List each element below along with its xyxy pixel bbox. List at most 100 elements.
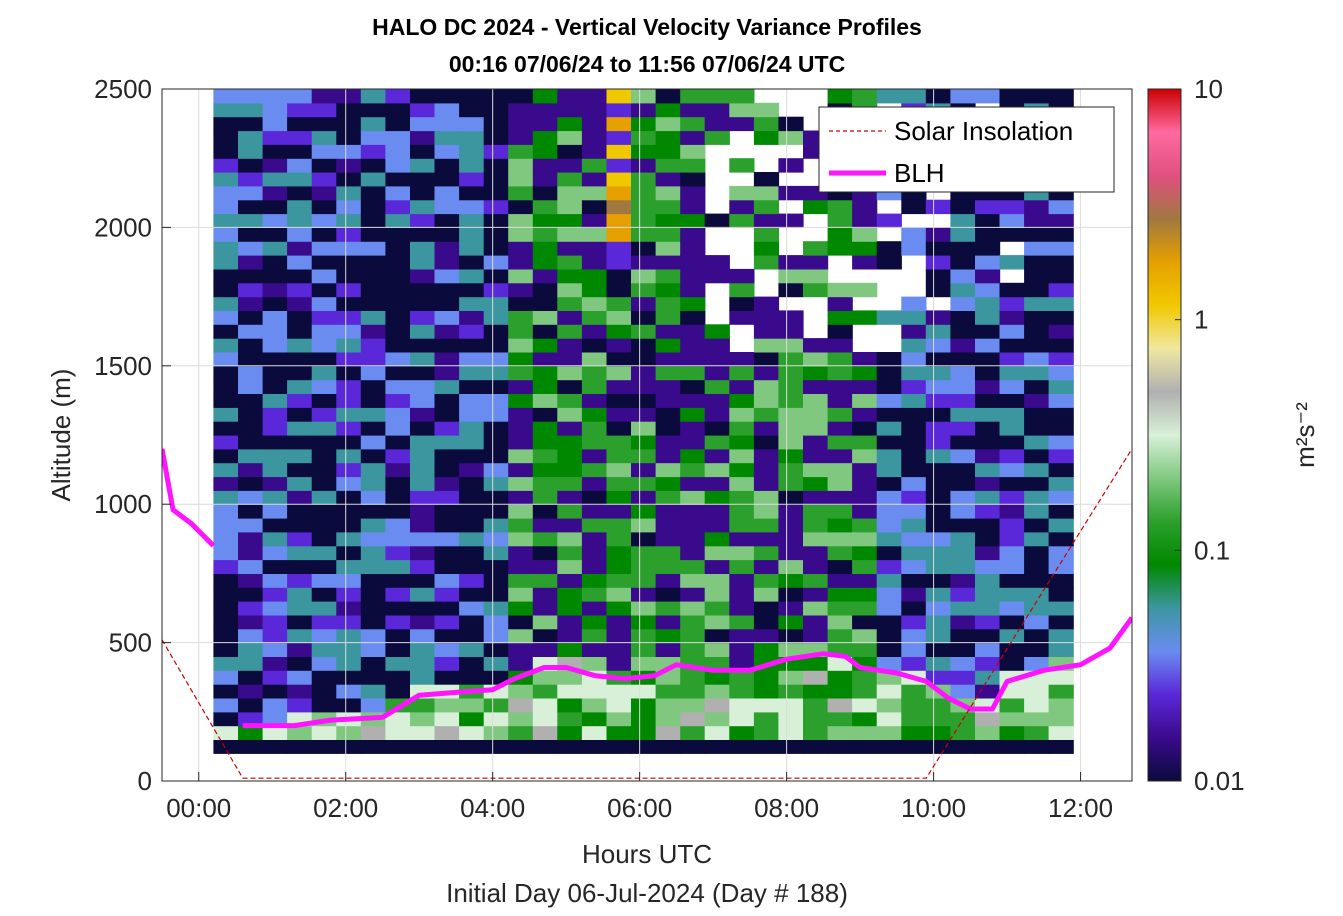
heatmap-cell [213, 365, 239, 381]
heatmap-cell [410, 698, 436, 713]
heatmap-cell [360, 725, 386, 740]
heatmap-cell [876, 213, 902, 228]
heatmap-cell [532, 116, 558, 132]
heatmap-cell [557, 213, 583, 228]
heatmap-cell [975, 352, 1001, 367]
heatmap-cell [631, 656, 657, 671]
heatmap-cell [434, 393, 460, 408]
heatmap-cell [360, 684, 386, 699]
heatmap-cell [950, 199, 976, 215]
heatmap-cell [410, 670, 436, 685]
heatmap-cell [803, 518, 829, 533]
heatmap-cell [655, 448, 681, 464]
heatmap-cell [311, 698, 337, 713]
heatmap-cell [360, 185, 386, 201]
heatmap-cell [631, 158, 657, 173]
heatmap-cell [287, 172, 313, 187]
colorbar-tick-label: 0.01 [1194, 766, 1245, 796]
heatmap-cell [213, 448, 239, 464]
heatmap-cell [606, 227, 632, 242]
heatmap-cell [1024, 296, 1050, 311]
heatmap-cell [778, 352, 804, 367]
heatmap-cell [827, 711, 853, 727]
heatmap-cell [1048, 518, 1074, 533]
heatmap-cell [778, 614, 804, 630]
heatmap-cell [434, 725, 460, 740]
heatmap-cell [238, 448, 264, 464]
heatmap-cell [1024, 656, 1050, 671]
heatmap-cell [483, 324, 509, 339]
heatmap-cell [950, 268, 976, 284]
heatmap-cell [311, 241, 337, 256]
heatmap-cell [360, 601, 386, 616]
heatmap-cell [213, 379, 239, 394]
heatmap-cell [262, 573, 288, 588]
heatmap-cell [262, 518, 288, 533]
heatmap-cell [557, 601, 583, 616]
heatmap-cell [729, 365, 755, 381]
heatmap-cell [704, 670, 730, 685]
heatmap-cell [311, 462, 337, 478]
heatmap-cell [803, 698, 829, 713]
heatmap-cell [655, 739, 681, 754]
heatmap-cell [975, 89, 1001, 104]
heatmap-cell [925, 462, 951, 478]
heatmap-cell [483, 559, 509, 574]
heatmap-cell [1048, 614, 1074, 630]
heatmap-cell [852, 601, 878, 616]
heatmap-cell [925, 628, 951, 644]
heatmap-cell [287, 116, 313, 132]
heatmap-cell [385, 573, 411, 588]
heatmap-cell [581, 711, 608, 727]
heatmap-cell [581, 504, 608, 519]
heatmap-cell [925, 365, 951, 381]
heatmap-cell [360, 352, 386, 367]
heatmap-cell [581, 614, 608, 630]
heatmap-cell [876, 545, 902, 561]
heatmap-cell [238, 130, 264, 145]
heatmap-cell [385, 268, 411, 284]
heatmap-cell [336, 518, 362, 533]
heatmap-cell [557, 185, 583, 201]
heatmap-cell [459, 296, 485, 311]
heatmap-cell [631, 587, 657, 602]
heatmap-cell [483, 545, 509, 561]
heatmap-cell [1024, 490, 1050, 505]
heatmap-cell [434, 130, 460, 145]
heatmap-cell [459, 130, 485, 145]
heatmap-cell [508, 282, 534, 298]
heatmap-cell [803, 421, 829, 436]
heatmap-cell [680, 172, 706, 187]
heatmap-cell [631, 559, 657, 574]
heatmap-cell [729, 89, 755, 104]
heatmap-cell [459, 628, 485, 644]
heatmap-cell [704, 725, 730, 740]
heatmap-cell [213, 282, 239, 298]
heatmap-cell [803, 490, 829, 505]
heatmap-cell [360, 296, 386, 311]
heatmap-cell [729, 158, 755, 173]
heatmap-cell [704, 684, 730, 699]
heatmap-cell [557, 379, 583, 394]
heatmap-cell [434, 282, 460, 298]
heatmap-cell [238, 296, 264, 311]
heatmap-cell [729, 518, 755, 533]
heatmap-cell [1048, 670, 1074, 685]
heatmap-cell [336, 268, 362, 284]
y-tick-label: 1500 [94, 351, 152, 381]
heatmap-cell [704, 642, 730, 657]
heatmap-cell [508, 338, 534, 353]
heatmap-cell [238, 268, 264, 284]
heatmap-cell [557, 268, 583, 284]
heatmap-cell [925, 199, 951, 215]
heatmap-cell [434, 545, 460, 561]
heatmap-cell [925, 241, 951, 256]
heatmap-cell [999, 227, 1025, 242]
heatmap-cell [1024, 504, 1050, 519]
heatmap-cell [213, 545, 239, 561]
heatmap-cell [803, 255, 829, 270]
heatmap-cell [901, 587, 927, 602]
heatmap-cell [557, 282, 583, 298]
colorbar-tick-label: 10 [1194, 74, 1223, 104]
heatmap-cell [459, 89, 485, 104]
